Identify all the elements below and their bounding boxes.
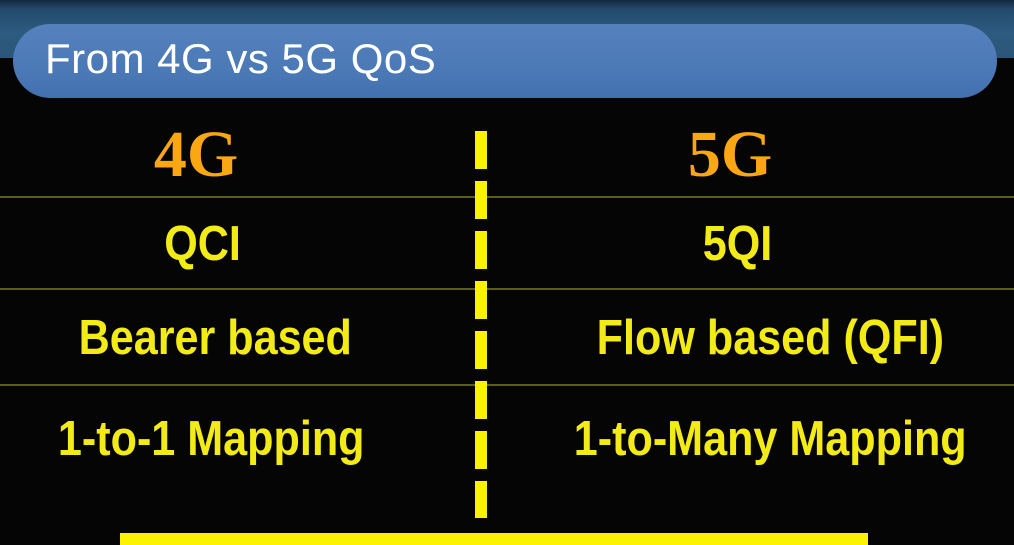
row-separator-line bbox=[0, 384, 1014, 386]
dashed-divider-line bbox=[475, 131, 487, 518]
cell-qci-label: QCI bbox=[164, 216, 242, 271]
cell-flow-based-qfi: Flow based (QFI) bbox=[507, 292, 1014, 384]
bottom-accent-bar bbox=[120, 533, 868, 545]
cell-1-to-1-mapping: 1-to-1 Mapping bbox=[0, 382, 449, 496]
cell-bearer-based-label: Bearer based bbox=[78, 310, 352, 365]
column-header-5g-label: 5G bbox=[687, 118, 773, 191]
cell-1-to-many-mapping: 1-to-Many Mapping bbox=[507, 382, 1014, 496]
row-separator-line bbox=[0, 288, 1014, 290]
cell-5qi-label: 5QI bbox=[702, 216, 772, 271]
cell-1-to-many-mapping-label: 1-to-Many Mapping bbox=[573, 411, 967, 466]
slide-title: From 4G vs 5G QoS bbox=[45, 35, 437, 82]
cell-flow-based-qfi-label: Flow based (QFI) bbox=[596, 310, 944, 365]
column-header-5g: 5G bbox=[467, 106, 993, 204]
row-separator-line bbox=[0, 196, 1014, 198]
title-bar: From 4G vs 5G QoS bbox=[13, 24, 997, 98]
cell-qci: QCI bbox=[0, 200, 441, 288]
cell-1-to-1-mapping-label: 1-to-1 Mapping bbox=[57, 411, 365, 466]
cell-bearer-based: Bearer based bbox=[0, 292, 453, 384]
cell-5qi: 5QI bbox=[474, 200, 1000, 288]
column-header-4g-label: 4G bbox=[153, 118, 239, 191]
column-header-4g: 4G bbox=[0, 106, 434, 204]
